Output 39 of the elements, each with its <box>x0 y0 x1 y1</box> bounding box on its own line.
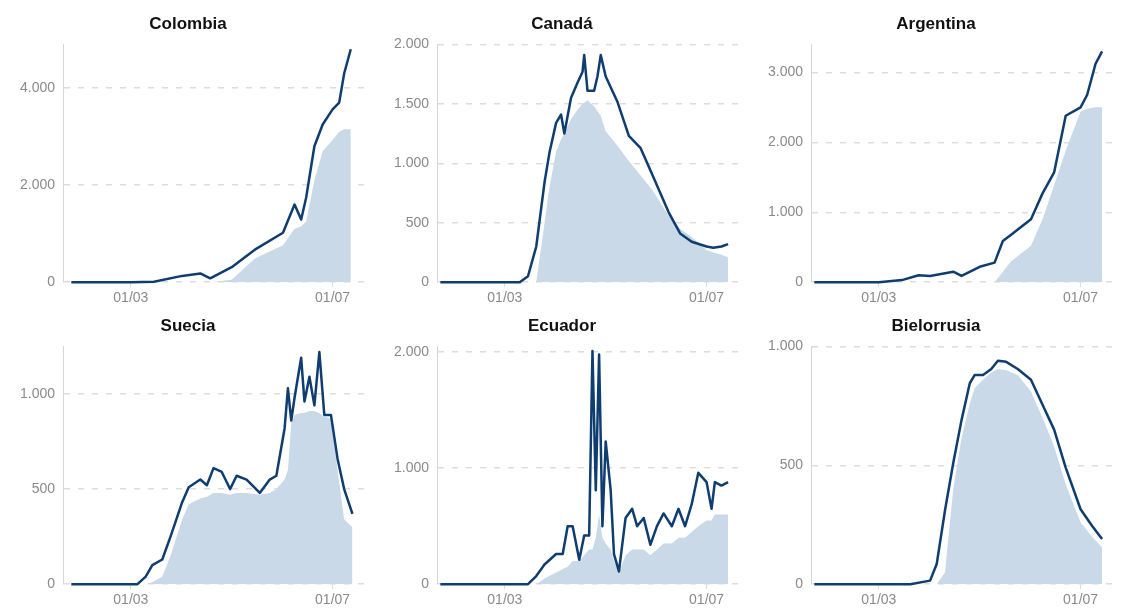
y-tick-label: 0 <box>795 575 804 592</box>
x-tick-label: 01/07 <box>315 289 351 306</box>
y-tick-label: 500 <box>31 479 56 496</box>
y-tick-label: 0 <box>47 575 56 592</box>
y-tick-label: 0 <box>421 575 430 592</box>
y-tick-label: 2.000 <box>393 343 430 360</box>
y-tick-label: 1.000 <box>767 203 804 220</box>
y-tick-label: 1.000 <box>767 337 804 354</box>
chart-title: Canadá <box>531 13 594 33</box>
x-tick-label: 01/03 <box>113 591 149 608</box>
y-tick-label: 0 <box>47 273 56 290</box>
y-tick-label: 0 <box>421 273 430 290</box>
y-tick-label: 500 <box>779 456 804 473</box>
x-tick-label: 01/07 <box>689 591 725 608</box>
chart-title: Ecuador <box>527 315 597 335</box>
y-tick-label: 1.000 <box>393 154 430 171</box>
x-tick-label: 01/07 <box>1063 289 1099 306</box>
chart-title: Colombia <box>149 13 228 33</box>
y-tick-label: 0 <box>795 273 804 290</box>
x-tick-label: 01/03 <box>113 289 149 306</box>
chart-title: Argentina <box>896 13 977 33</box>
x-tick-label: 01/03 <box>861 289 897 306</box>
x-tick-label: 01/07 <box>1063 591 1099 608</box>
y-tick-label: 2.000 <box>767 133 804 150</box>
chart-title: Bielorrusia <box>891 315 981 335</box>
y-tick-label: 2.000 <box>19 176 56 192</box>
y-tick-label: 1.000 <box>393 459 430 476</box>
y-tick-label: 1.500 <box>393 94 430 111</box>
x-tick-label: 01/03 <box>487 289 523 306</box>
x-tick-label: 01/03 <box>861 591 897 608</box>
y-tick-label: 1.000 <box>19 384 56 401</box>
chart-title: Suecia <box>160 315 216 335</box>
x-tick-label: 01/03 <box>487 591 523 608</box>
x-tick-label: 01/07 <box>315 591 351 608</box>
y-tick-label: 4.000 <box>19 78 56 95</box>
y-tick-label: 3.000 <box>767 63 804 80</box>
y-tick-label: 500 <box>405 213 430 230</box>
y-tick-label: 2.000 <box>393 35 430 52</box>
x-tick-label: 01/07 <box>689 289 725 306</box>
